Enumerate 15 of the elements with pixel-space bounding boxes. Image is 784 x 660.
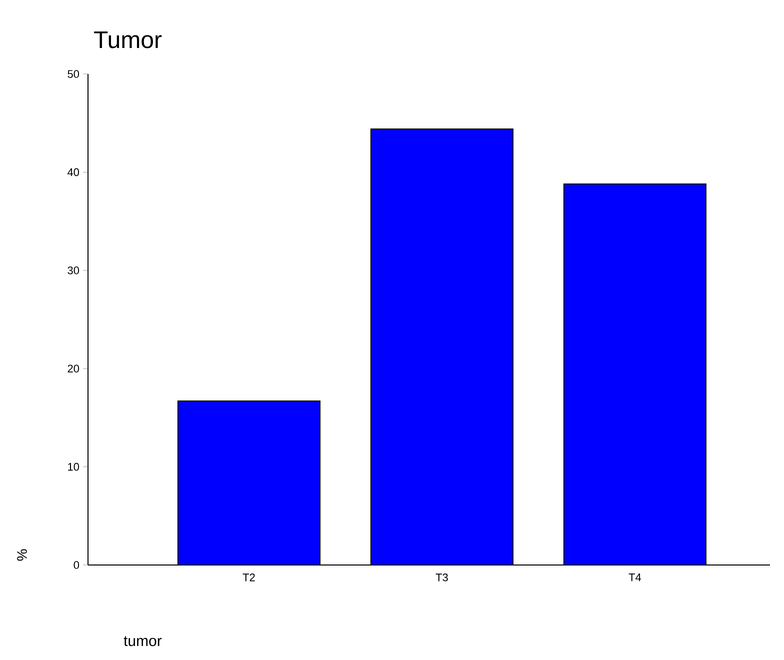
y-tick-label: 50 [68,70,80,78]
y-tick-label: 10 [68,462,80,471]
y-tick-label: 0 [74,561,80,569]
chart-title: Tumor [94,31,162,48]
x-tick-label: T3 [436,574,448,582]
x-tick-label: T4 [628,574,642,582]
bar [370,128,513,565]
x-tick-label: T2 [242,574,255,582]
x-axis-title: tumor [124,636,162,646]
bar [563,183,706,565]
y-axis-title: % [17,549,27,561]
bar [178,400,320,565]
y-tick-label: 20 [68,364,80,372]
y-tick-label: 40 [67,168,80,176]
y-tick-label: 30 [68,266,80,274]
